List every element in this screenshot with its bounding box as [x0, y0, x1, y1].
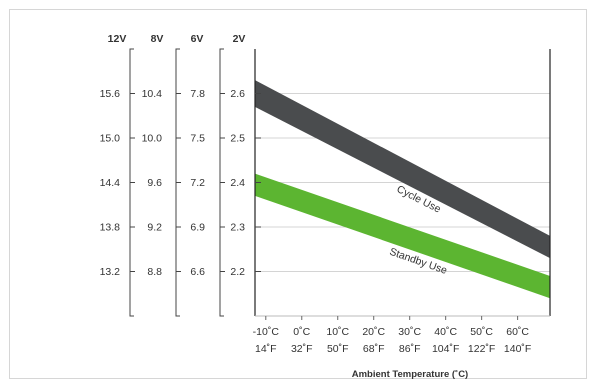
y-tick-label: 2.4	[230, 177, 245, 189]
x-tick-label-fahrenheit: 122˚F	[468, 343, 495, 355]
y-tick-label: 6.6	[190, 266, 205, 278]
y-tick-label: 15.0	[100, 133, 121, 145]
x-tick-label-celsius: 10˚C	[326, 326, 349, 338]
x-tick-label-fahrenheit: 140˚F	[504, 343, 531, 355]
y-tick-label: 2.3	[230, 222, 245, 234]
x-axis-title: Ambient Temperature (˚C)	[352, 369, 468, 380]
column-header-12v: 12V	[108, 33, 127, 45]
x-tick-label-celsius: 50˚C	[470, 326, 493, 338]
y-tick-label: 14.4	[100, 177, 121, 189]
chart-frame	[9, 9, 587, 379]
column-header-2v: 2V	[233, 33, 246, 45]
column-header-8v: 8V	[151, 33, 164, 45]
x-tick-label-celsius: 40˚C	[434, 326, 457, 338]
x-tick-label-fahrenheit: 14˚F	[255, 343, 277, 355]
x-tick-label-celsius: 20˚C	[362, 326, 385, 338]
x-tick-label-celsius: 60˚C	[506, 326, 529, 338]
y-tick-label: 7.5	[190, 133, 205, 145]
y-tick-label: 9.6	[147, 177, 162, 189]
y-tick-label: 9.2	[147, 222, 162, 234]
y-tick-label: 6.9	[190, 222, 205, 234]
x-tick-label-celsius: -10˚C	[253, 326, 280, 338]
y-tick-label: 8.8	[147, 266, 162, 278]
x-tick-label-fahrenheit: 104˚F	[432, 343, 459, 355]
y-tick-label: 2.2	[230, 266, 245, 278]
y-tick-label: 2.6	[230, 88, 245, 100]
y-tick-label: 7.2	[190, 177, 205, 189]
standby-use-band	[255, 173, 550, 299]
y-tick-label: 10.4	[142, 88, 163, 100]
y-tick-label: 2.5	[230, 133, 245, 145]
cycle-use-band	[255, 80, 550, 259]
column-header-6v: 6V	[191, 33, 204, 45]
y-tick-label: 10.0	[142, 133, 163, 145]
x-tick-label-celsius: 0˚C	[293, 326, 310, 338]
x-tick-label-fahrenheit: 50˚F	[327, 343, 349, 355]
x-tick-label-fahrenheit: 32˚F	[291, 343, 313, 355]
y-tick-label: 7.8	[190, 88, 205, 100]
y-tick-label: 15.6	[100, 88, 121, 100]
x-tick-label-fahrenheit: 68˚F	[363, 343, 385, 355]
y-tick-label: 13.8	[100, 222, 121, 234]
y-tick-label: 13.2	[100, 266, 121, 278]
x-tick-label-celsius: 30˚C	[398, 326, 421, 338]
x-tick-label-fahrenheit: 86˚F	[399, 343, 421, 355]
